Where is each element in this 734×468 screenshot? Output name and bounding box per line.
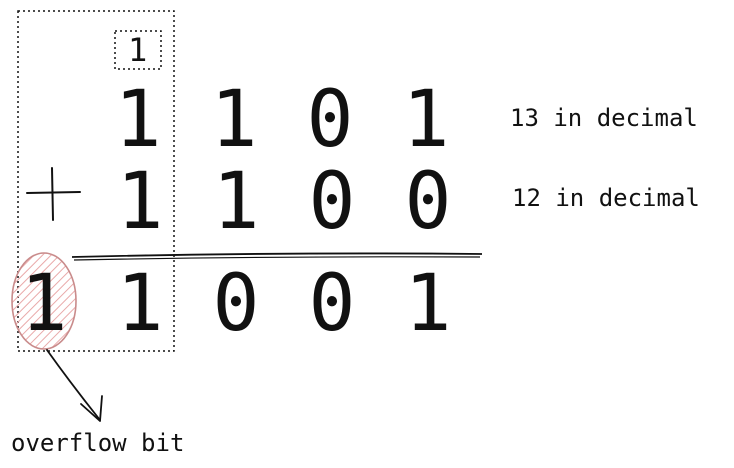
addend-1-digit: 0 [306,75,354,165]
sum-divider-line [71,252,483,261]
addend-1-digit: 1 [402,75,450,165]
sum-digit: 1 [116,259,164,349]
column-highlight-box [17,10,175,352]
overflow-digit: 1 [20,259,68,349]
overflow-highlight [11,252,77,350]
overflow-label: overflow bit [11,429,185,457]
sum-digit: 0 [212,259,260,349]
sum-digit: 0 [308,259,356,349]
plus-sign [26,167,81,221]
addend-2-digit: 0 [308,157,356,247]
addend-2-digit: 0 [404,157,452,247]
addend-1-decimal-note: 13 in decimal [510,104,698,132]
addend-1-digit: 1 [114,75,162,165]
carry-digit: 1 [128,31,148,69]
addend-2-digit: 1 [116,157,164,247]
addend-1-digit: 1 [210,75,258,165]
overflow-arrow [46,349,103,422]
addend-2-decimal-note: 12 in decimal [512,184,700,212]
sum-digit: 1 [404,259,452,349]
addend-2-digit: 1 [212,157,260,247]
carry-box [114,30,162,70]
